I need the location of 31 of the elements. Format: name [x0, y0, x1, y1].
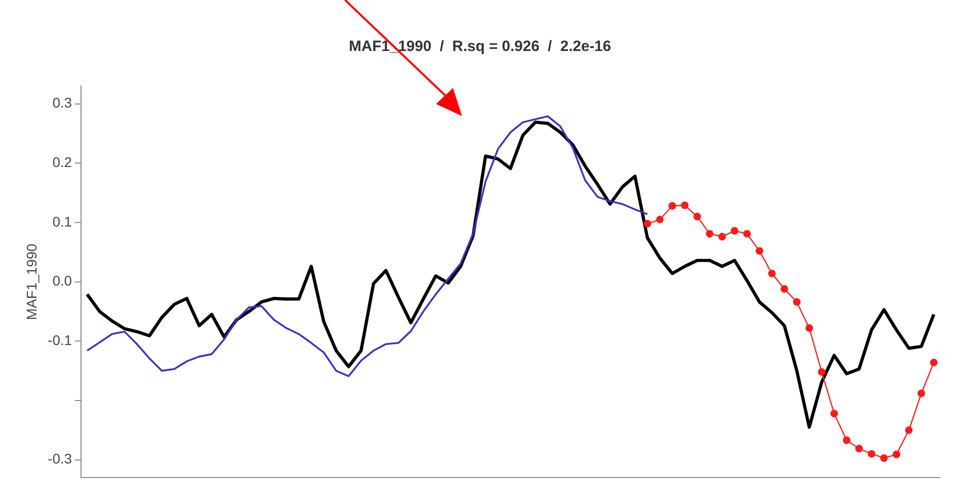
point [818, 368, 826, 376]
point [768, 270, 776, 278]
point [930, 358, 938, 366]
point [855, 444, 863, 452]
point [730, 226, 738, 235]
point [892, 450, 900, 458]
point [668, 202, 676, 210]
point [868, 450, 876, 458]
point [905, 426, 913, 434]
point [693, 212, 702, 220]
point [656, 216, 664, 224]
point [842, 436, 850, 444]
point [918, 390, 926, 398]
point [680, 201, 689, 210]
y-tick-label: -0.3 [48, 450, 72, 467]
point [830, 410, 838, 418]
point [644, 220, 652, 228]
point [793, 298, 801, 306]
point [718, 232, 726, 241]
point [880, 454, 888, 462]
point [805, 324, 814, 332]
point [780, 285, 788, 293]
point [756, 247, 764, 255]
point [743, 230, 751, 238]
y-tick-label: 0.2 [52, 154, 72, 170]
y-tick-label: 0.1 [52, 213, 72, 230]
y-axis-title: MAF1_1990 [23, 243, 40, 320]
point [706, 230, 714, 238]
y-tick-label: -0.1 [48, 332, 72, 348]
y-tick-label: 0.0 [52, 272, 72, 289]
y-tick-label: 0.3 [52, 94, 72, 111]
